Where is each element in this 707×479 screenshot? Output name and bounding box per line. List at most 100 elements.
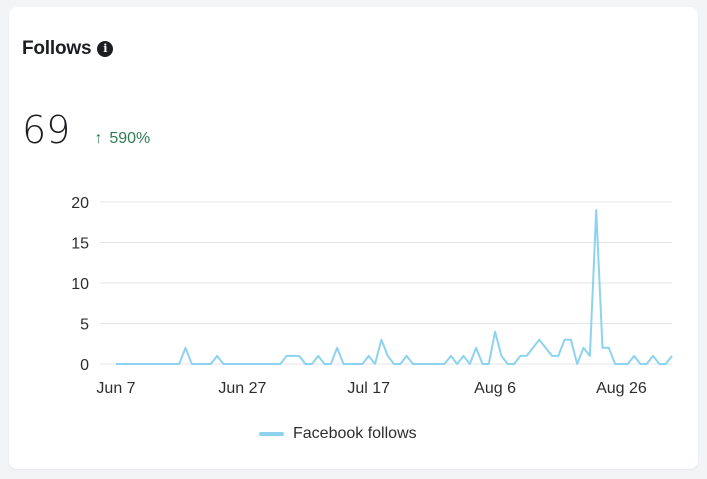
- data-point[interactable]: [442, 361, 448, 367]
- data-point[interactable]: [359, 361, 365, 367]
- data-point[interactable]: [195, 361, 201, 367]
- data-point[interactable]: [328, 361, 334, 367]
- data-point[interactable]: [353, 361, 359, 367]
- data-point[interactable]: [568, 337, 574, 343]
- data-point[interactable]: [290, 353, 296, 359]
- data-point[interactable]: [486, 361, 492, 367]
- data-point[interactable]: [448, 353, 454, 359]
- data-point[interactable]: [581, 345, 587, 351]
- y-tick-label: 20: [71, 195, 89, 212]
- legend-item-facebook-follows[interactable]: Facebook follows: [259, 425, 417, 443]
- data-point[interactable]: [587, 353, 593, 359]
- data-point[interactable]: [612, 361, 618, 367]
- data-point[interactable]: [214, 353, 220, 359]
- data-point[interactable]: [271, 361, 277, 367]
- data-point[interactable]: [201, 361, 207, 367]
- data-point[interactable]: [543, 345, 549, 351]
- data-point[interactable]: [637, 361, 643, 367]
- data-point[interactable]: [258, 361, 264, 367]
- data-point[interactable]: [416, 361, 422, 367]
- data-point[interactable]: [132, 361, 138, 367]
- data-point[interactable]: [227, 361, 233, 367]
- data-point[interactable]: [429, 361, 435, 367]
- data-point[interactable]: [233, 361, 239, 367]
- data-point[interactable]: [435, 361, 441, 367]
- data-point[interactable]: [170, 361, 176, 367]
- data-point[interactable]: [423, 361, 429, 367]
- x-tick-label: Jun 27: [218, 380, 266, 397]
- data-point[interactable]: [644, 361, 650, 367]
- metric-change: ↑ 590%: [94, 130, 150, 148]
- data-point[interactable]: [663, 361, 669, 367]
- data-point[interactable]: [385, 353, 391, 359]
- up-arrow-icon: ↑: [94, 130, 103, 147]
- data-point[interactable]: [189, 361, 195, 367]
- data-point[interactable]: [517, 353, 523, 359]
- data-point[interactable]: [618, 361, 624, 367]
- data-point[interactable]: [366, 353, 372, 359]
- data-point[interactable]: [347, 361, 353, 367]
- legend-swatch: [259, 432, 284, 436]
- data-point[interactable]: [138, 361, 144, 367]
- data-point[interactable]: [631, 353, 637, 359]
- data-point[interactable]: [492, 329, 498, 335]
- data-point[interactable]: [119, 361, 125, 367]
- data-point[interactable]: [340, 361, 346, 367]
- data-point[interactable]: [404, 353, 410, 359]
- data-point[interactable]: [467, 361, 473, 367]
- data-point[interactable]: [284, 353, 290, 359]
- data-point[interactable]: [524, 353, 530, 359]
- data-point[interactable]: [322, 361, 328, 367]
- data-point[interactable]: [277, 361, 283, 367]
- metric-value: 69: [22, 108, 71, 152]
- data-point[interactable]: [454, 361, 460, 367]
- data-point[interactable]: [391, 361, 397, 367]
- data-point[interactable]: [151, 361, 157, 367]
- data-point[interactable]: [334, 345, 340, 351]
- data-point[interactable]: [606, 345, 612, 351]
- data-point[interactable]: [157, 361, 163, 367]
- data-point[interactable]: [246, 361, 252, 367]
- data-point[interactable]: [562, 337, 568, 343]
- data-point[interactable]: [183, 345, 189, 351]
- data-point[interactable]: [239, 361, 245, 367]
- data-point[interactable]: [574, 361, 580, 367]
- data-point[interactable]: [372, 361, 378, 367]
- data-point[interactable]: [410, 361, 416, 367]
- data-point[interactable]: [536, 337, 542, 343]
- data-point[interactable]: [126, 361, 132, 367]
- data-point[interactable]: [549, 353, 555, 359]
- data-point[interactable]: [555, 353, 561, 359]
- data-point[interactable]: [220, 361, 226, 367]
- data-point[interactable]: [479, 361, 485, 367]
- data-point[interactable]: [113, 361, 119, 367]
- data-point[interactable]: [656, 361, 662, 367]
- data-point[interactable]: [600, 345, 606, 351]
- y-tick-label: 5: [80, 317, 89, 334]
- data-point[interactable]: [378, 337, 384, 343]
- data-point[interactable]: [164, 361, 170, 367]
- data-point[interactable]: [315, 353, 321, 359]
- data-point[interactable]: [145, 361, 151, 367]
- data-point[interactable]: [650, 353, 656, 359]
- data-point[interactable]: [473, 345, 479, 351]
- data-point[interactable]: [593, 207, 599, 213]
- data-point[interactable]: [208, 361, 214, 367]
- data-point[interactable]: [265, 361, 271, 367]
- data-point[interactable]: [397, 361, 403, 367]
- data-point[interactable]: [669, 353, 675, 359]
- data-point[interactable]: [505, 361, 511, 367]
- data-point[interactable]: [176, 361, 182, 367]
- data-point[interactable]: [530, 345, 536, 351]
- info-icon[interactable]: i: [97, 41, 114, 57]
- data-point[interactable]: [309, 361, 315, 367]
- data-point[interactable]: [303, 361, 309, 367]
- data-point[interactable]: [461, 353, 467, 359]
- data-point[interactable]: [511, 361, 517, 367]
- legend-label: Facebook follows: [293, 425, 417, 442]
- data-point[interactable]: [252, 361, 258, 367]
- card-header: Follows i: [22, 38, 114, 60]
- data-point[interactable]: [296, 353, 302, 359]
- data-point[interactable]: [625, 361, 631, 367]
- data-point[interactable]: [498, 353, 504, 359]
